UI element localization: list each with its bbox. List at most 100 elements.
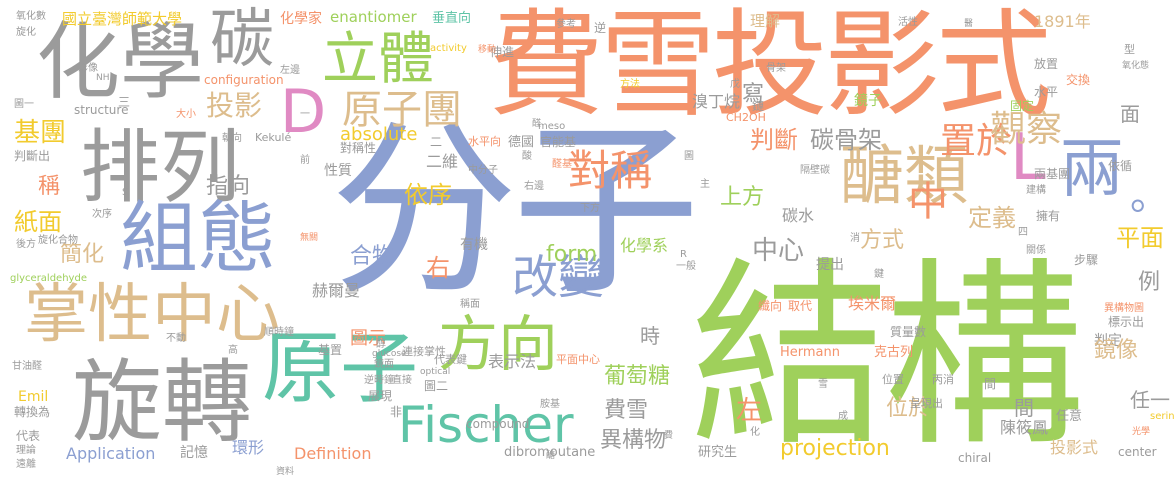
word: 三 [118,95,131,109]
word: 氧化數 [16,11,46,22]
word: 判定 [1094,333,1122,349]
word: meso [538,121,566,132]
word: 環形 [232,438,265,457]
word: 方向 [438,310,558,380]
word: 非 [390,405,403,419]
word: 右 [426,254,450,282]
word: 氧化態 [1122,61,1150,71]
word: 鏡子 [854,93,882,109]
word: optical [420,367,451,377]
word: 伸進 [490,45,515,59]
word: 丙消 [932,373,954,386]
word: 合物 [350,244,395,269]
word: 旋化 [16,27,36,38]
word: absolute [340,124,418,145]
word: Hermann [780,345,840,360]
word: 成 [838,411,848,422]
word: 間 [1014,396,1034,420]
word: dibromoutane [504,445,596,460]
word: 間 [984,377,997,391]
word: 投影式 [1050,438,1099,457]
word: 依循 [1108,159,1133,173]
word: 依序 [404,181,452,209]
word: 一 [300,109,310,120]
word: 質量數 [890,325,927,339]
word: Emil [18,389,49,405]
word: 平面中心 [556,353,600,366]
word: 稱 [38,174,61,199]
word: 鏡像 [1094,338,1139,363]
word: 中 [908,179,948,225]
word: 原子團 [342,87,462,133]
word: 鍵 [874,269,884,280]
word: 代表鍵 [434,353,467,366]
word: 一般 [676,261,696,272]
word: 置於 [940,121,1013,162]
word: glucose [372,349,407,359]
word: 固定 [1010,99,1035,113]
word: 克古列 [874,345,914,360]
word: 參考 [556,19,576,30]
word: 對稱性 [340,141,377,155]
word: 連接掌性 [402,345,446,358]
word: 方式 [860,228,905,253]
word: structure [74,103,129,117]
word: D [280,77,327,147]
word: 判斷 [750,126,798,154]
word: 二 [430,135,443,149]
word: 化學系 [620,236,669,255]
word: 呈現出 [910,397,943,410]
word: 後方 [16,239,36,250]
word: 取代 [788,299,813,313]
word: 下方 [580,203,600,214]
word: 醛基 [552,159,572,170]
word: 官能基 [540,135,577,149]
word: 例 [1138,270,1161,295]
word: 無關 [300,233,319,243]
word: 四 [1018,227,1028,238]
word: 觀察 [990,109,1063,150]
word: 費雪投影式 [488,0,1052,133]
word: 碳 [210,3,274,77]
word: 朝向 [222,133,242,144]
word: 順時鐘 [264,327,294,338]
word: 遠離 [16,459,36,470]
word: Fischer [398,396,574,454]
word: 對稱 [568,146,653,195]
word: activity [430,43,467,54]
word: 埃米爾 [848,294,897,313]
word: 活性 [898,17,918,28]
word: 結構 [690,241,1084,474]
word: 水平向 [468,135,501,148]
word: 資料 [276,467,295,477]
word: 性質 [324,163,352,179]
word: 醇 [376,339,386,350]
word: 光學 [1132,427,1151,437]
word: 碳水 [782,206,815,225]
word: 大小 [176,109,196,120]
word: 紙面 [14,208,62,236]
word: 標示出 [1108,315,1145,329]
word: 酸 [522,151,532,162]
word: 任一 [1130,388,1170,412]
word: Definition [294,444,372,463]
word: 兩基團 [1034,167,1071,181]
word: 左 [736,396,763,426]
word: 醣類 [840,140,968,214]
word: 水平 [1034,85,1059,99]
word: 不動 [166,333,186,344]
word: 代表 [16,429,41,443]
word: 交換 [1066,73,1091,87]
word: 逆時鐘 [364,375,394,386]
word: 理論 [16,445,36,456]
word: 異構物圖 [1104,303,1144,314]
word: 寫 [742,82,765,107]
word: 型 [1124,43,1135,56]
word: 擁有 [1036,209,1061,223]
word: 位置 [882,373,904,386]
word: 基置 [318,343,343,357]
word: 記憶 [180,445,208,461]
word: 放置 [1034,57,1059,71]
word: 位於 [886,396,931,421]
